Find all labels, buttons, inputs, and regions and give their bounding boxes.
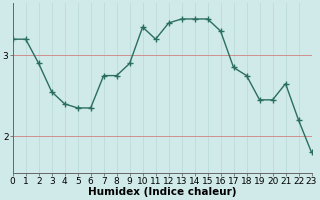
X-axis label: Humidex (Indice chaleur): Humidex (Indice chaleur) [88, 187, 236, 197]
